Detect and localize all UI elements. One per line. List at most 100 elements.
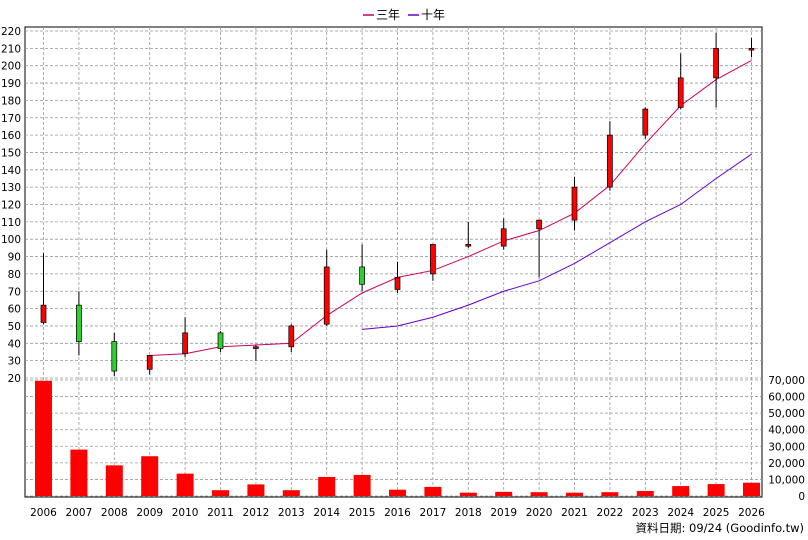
- legend-label-3y: 三年: [376, 8, 400, 22]
- candle-2010: [182, 317, 188, 358]
- candle-2012: [253, 345, 259, 361]
- price-tick-label: 90: [8, 252, 21, 264]
- year-axis-ticks: 2006 2007 2008 2009 2010 2011 2012 2013 2014 2015…: [30, 507, 765, 519]
- candle-body: [713, 47, 719, 79]
- year-tick-label: 2012: [243, 507, 270, 519]
- year-tick-label: 2022: [597, 507, 624, 519]
- volume-tick-label: 10,000: [768, 474, 805, 486]
- price-tick-label: 180: [1, 95, 21, 107]
- price-tick-label: 110: [1, 217, 21, 229]
- volume-bar-2009: [141, 456, 159, 496]
- volume-bar-2015: [353, 474, 371, 496]
- year-tick-label: 2021: [561, 507, 588, 519]
- plot-frame: [24, 26, 763, 498]
- volume-bar-2019: [495, 491, 513, 496]
- volume-bar-2026: [743, 482, 760, 496]
- volume-tick-label: 70,000: [768, 375, 805, 387]
- candle-body: [76, 304, 82, 342]
- candle-body: [394, 277, 401, 290]
- ma-line-3y: [149, 60, 752, 356]
- candle-2009: [146, 355, 153, 375]
- candle-body: [359, 266, 365, 285]
- year-tick-label: 2017: [420, 507, 447, 519]
- volume-bar-2008: [105, 465, 123, 496]
- price-tick-label: 100: [1, 234, 21, 246]
- price-tick-label: 150: [1, 147, 21, 159]
- candle-2020: [536, 219, 542, 278]
- candle-2015: [359, 244, 365, 292]
- volume-bar-2007: [70, 449, 88, 496]
- year-tick-label: 2006: [30, 507, 57, 519]
- volume-axis-ticks: 0 10,000 20,000 30,000 40,000 50,000 60,000 70,…: [768, 375, 805, 503]
- candle-body: [323, 266, 330, 325]
- candle-body: [111, 341, 118, 372]
- candle-2024: [677, 53, 684, 110]
- candle-2008: [111, 332, 118, 377]
- volume-bar-2022: [601, 492, 619, 496]
- volume-bar-2025: [707, 484, 725, 496]
- year-tick-label: 2023: [632, 507, 659, 519]
- candle-2023: [642, 107, 649, 139]
- grid: [24, 26, 763, 498]
- volume-tick-label: 30,000: [768, 441, 805, 453]
- candle-2007: [76, 291, 82, 356]
- volume-tick-label: 20,000: [768, 458, 805, 470]
- volume-bar-2018: [459, 492, 477, 496]
- volume-bar-2014: [318, 476, 336, 496]
- price-tick-label: 170: [1, 113, 21, 125]
- year-tick-label: 2008: [101, 507, 128, 519]
- candlesticks: [40, 32, 755, 377]
- price-tick-label: 50: [8, 321, 21, 333]
- candle-body: [677, 77, 684, 108]
- volume-bar-2021: [566, 492, 583, 496]
- candle-2016: [394, 261, 401, 293]
- candle-2021: [571, 176, 578, 231]
- year-tick-label: 2009: [136, 507, 163, 519]
- candle-body: [607, 134, 613, 188]
- volume-bar-2012: [247, 484, 265, 496]
- legend-label-10y: 十年: [421, 8, 445, 22]
- candle-2022: [607, 121, 613, 191]
- candle-body: [217, 332, 224, 349]
- candle-body: [40, 304, 47, 323]
- candle-body: [500, 228, 507, 247]
- volume-bar-2013: [282, 490, 300, 496]
- year-tick-label: 2018: [455, 507, 482, 519]
- year-tick-label: 2010: [172, 507, 199, 519]
- candle-body: [748, 47, 755, 51]
- candle-body: [182, 332, 188, 355]
- price-tick-label: 40: [8, 338, 21, 350]
- price-tick-label: 60: [8, 304, 21, 316]
- year-tick-label: 2015: [349, 507, 376, 519]
- volume-bar-2017: [424, 486, 442, 496]
- candle-body: [536, 219, 542, 230]
- price-tick-label: 80: [8, 269, 21, 281]
- price-tick-label: 200: [1, 61, 21, 73]
- candle-body: [571, 186, 578, 221]
- year-tick-label: 2007: [66, 507, 93, 519]
- year-tick-label: 2026: [738, 507, 765, 519]
- year-tick-label: 2020: [526, 507, 553, 519]
- candle-body: [465, 244, 472, 247]
- price-tick-label: 30: [8, 356, 21, 368]
- price-tick-label: 220: [1, 26, 21, 38]
- volume-tick-label: 40,000: [768, 425, 805, 437]
- candle-body: [146, 355, 153, 370]
- candle-body: [253, 346, 259, 349]
- price-tick-label: 20: [8, 373, 21, 385]
- price-tick-label: 70: [8, 286, 21, 298]
- source-note: 資料日期: 09/24 (Goodinfo.tw): [635, 521, 804, 535]
- year-tick-label: 2024: [667, 507, 694, 519]
- candle-2013: [288, 324, 295, 352]
- candle-body: [642, 108, 649, 136]
- price-tick-label: 130: [1, 182, 21, 194]
- year-tick-label: 2025: [703, 507, 730, 519]
- candle-body: [430, 244, 436, 275]
- candle-2025: [713, 32, 719, 108]
- volume-tick-label: 0: [798, 491, 805, 503]
- legend: 三年 十年: [363, 8, 445, 22]
- candle-2026: [748, 37, 755, 58]
- ma-line-10y: [362, 153, 752, 330]
- year-tick-label: 2019: [490, 507, 517, 519]
- candle-2014: [323, 249, 330, 326]
